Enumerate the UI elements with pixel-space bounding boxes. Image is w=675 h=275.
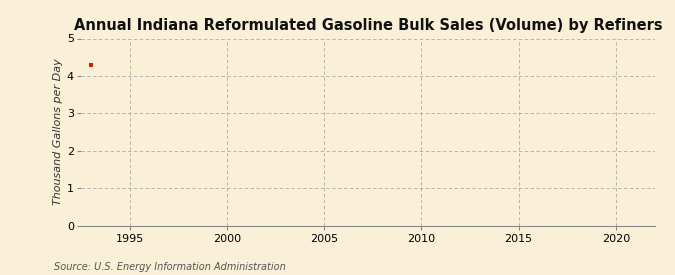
Y-axis label: Thousand Gallons per Day: Thousand Gallons per Day xyxy=(53,59,63,205)
Title: Annual Indiana Reformulated Gasoline Bulk Sales (Volume) by Refiners: Annual Indiana Reformulated Gasoline Bul… xyxy=(74,18,662,33)
Text: Source: U.S. Energy Information Administration: Source: U.S. Energy Information Administ… xyxy=(54,262,286,272)
